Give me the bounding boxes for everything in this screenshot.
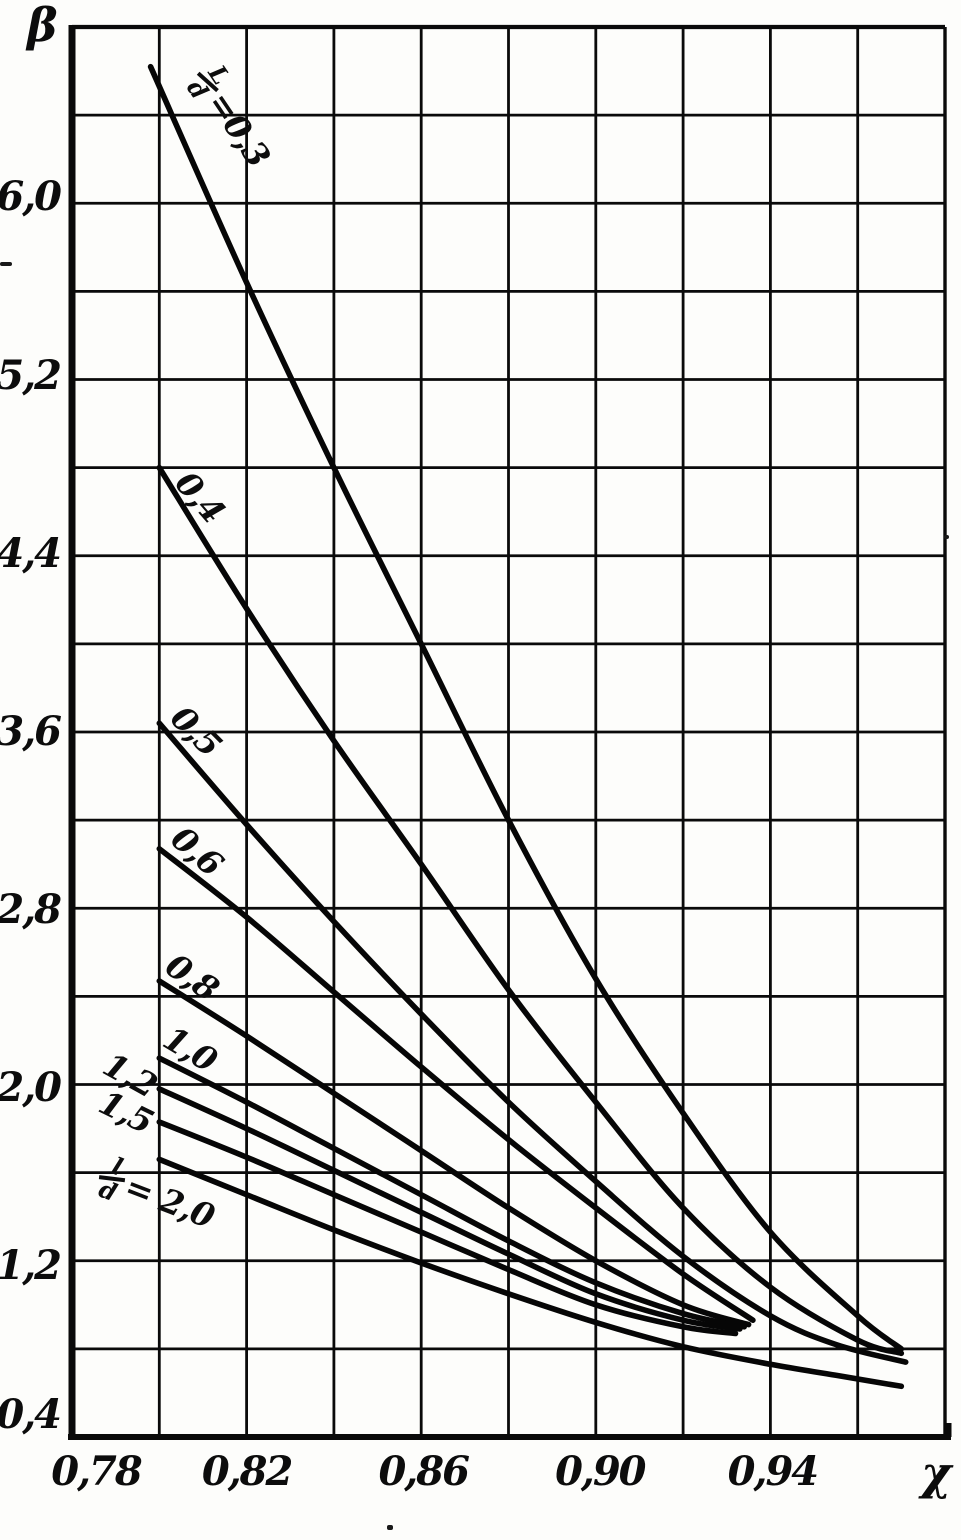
curve-ld-1.2: [156, 1086, 743, 1332]
x-tick-label-0.78: 0,78: [51, 1448, 142, 1495]
y-tick-label-2.8: 2,8: [0, 886, 62, 934]
curve-ld-0.8: [156, 978, 752, 1328]
x-axis-title: χ: [921, 1446, 952, 1500]
y-axis-title: β: [27, 0, 58, 52]
x-tick-label-0.94: 0,94: [727, 1448, 819, 1495]
y-tick-label-2: 2,0: [0, 1063, 62, 1111]
y-tick-label-0.4: 0,4: [0, 1391, 62, 1438]
y-tick-label-6: 6,0: [0, 173, 62, 221]
curve-ld-0.4: [156, 464, 905, 1357]
curve-ld-2: [156, 1156, 905, 1390]
curve-ld-0.5: [156, 720, 909, 1365]
scan-speck: [944, 535, 949, 539]
x-tick-label-0.86: 0,86: [378, 1448, 469, 1495]
x-tick-label-0.82: 0,82: [201, 1448, 293, 1495]
scan-speck: [0, 262, 12, 266]
scan-speck: [387, 1525, 393, 1530]
x-tick-label-0.9: 0,90: [555, 1448, 646, 1495]
y-tick-label-4.4: 4,4: [0, 529, 62, 577]
curve-ld-1.5: [156, 1119, 739, 1337]
y-tick-label-5.2: 5,2: [0, 351, 62, 399]
curve-ld-0.3: [147, 63, 905, 1352]
curve-ld-0.6: [156, 846, 756, 1323]
y-tick-label-3.6: 3,6: [0, 708, 62, 755]
curve-ld-1: [156, 1055, 747, 1330]
y-tick-label-1.2: 1,2: [0, 1241, 62, 1289]
